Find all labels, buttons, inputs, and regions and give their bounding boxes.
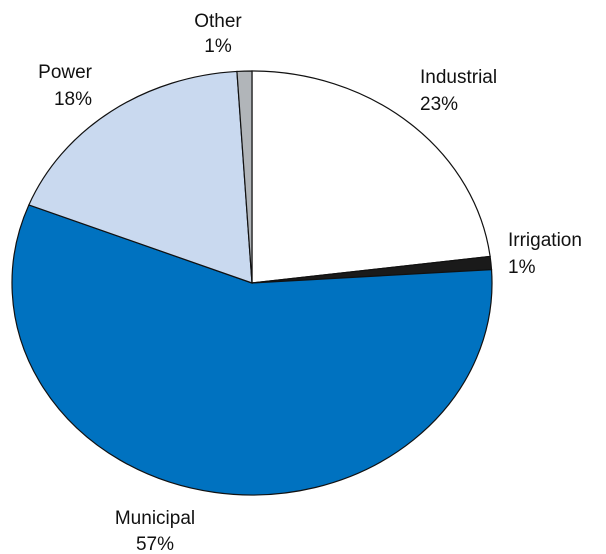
slice-label: Municipal — [115, 508, 195, 529]
slice-label: Other — [194, 11, 242, 32]
slice-label: Industrial — [420, 67, 497, 88]
pie-slice — [28, 70, 253, 284]
slice-value-label: 57% — [136, 534, 174, 554]
pie-slice — [251, 70, 491, 284]
pie-slice — [236, 70, 253, 284]
slice-value-label: 18% — [54, 89, 92, 110]
slice-label: Irrigation — [508, 230, 582, 251]
slice-label: Power — [38, 62, 93, 83]
slice-value-label: 23% — [420, 94, 458, 115]
pie-slice — [11, 204, 493, 496]
slice-value-label: 1% — [204, 36, 232, 57]
slice-value-label: 1% — [508, 257, 536, 278]
